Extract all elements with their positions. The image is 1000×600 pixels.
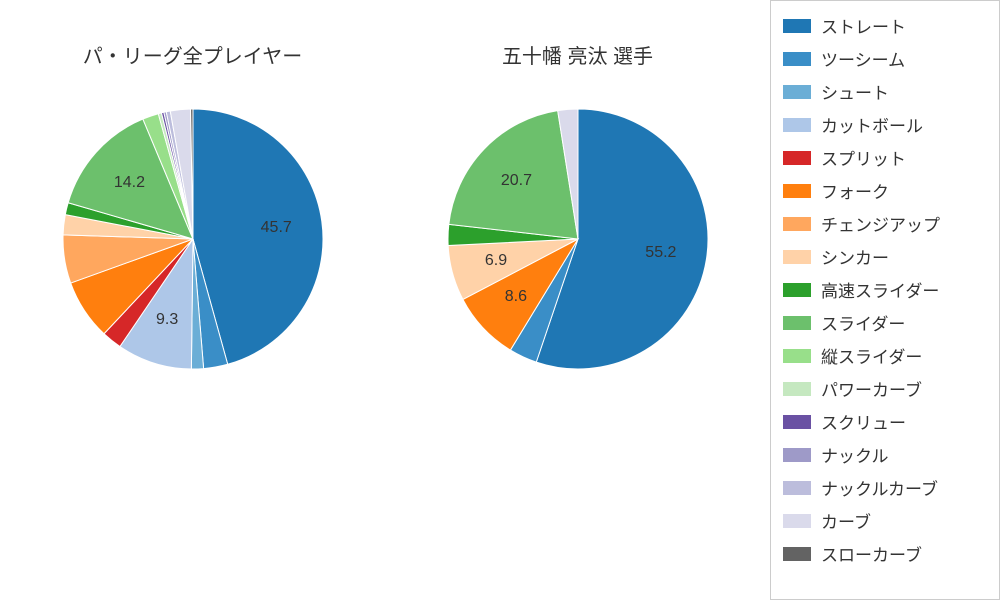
legend-swatch <box>783 217 811 231</box>
legend-label: 縦スライダー <box>821 343 922 368</box>
legend-label: ツーシーム <box>821 46 905 71</box>
legend-swatch <box>783 151 811 165</box>
legend-item: シュート <box>783 79 987 104</box>
slice-label: 55.2 <box>645 244 676 262</box>
legend-item: ストレート <box>783 13 987 38</box>
legend-label: ナックル <box>821 442 889 467</box>
legend-item: 縦スライダー <box>783 343 987 368</box>
slice-label: 20.7 <box>501 172 532 190</box>
legend-item: カットボール <box>783 112 987 137</box>
pie-wrap: 45.7 9.3 14.2 <box>53 99 333 379</box>
slice-label: 8.6 <box>505 288 527 306</box>
legend-swatch <box>783 85 811 99</box>
chart-container: パ・リーグ全プレイヤー 45.7 9.3 14.2 五十幡 亮汰 選手 55.2 8.6 6.… <box>0 0 1000 600</box>
legend-label: シュート <box>821 79 889 104</box>
legend-swatch <box>783 52 811 66</box>
legend-swatch <box>783 547 811 561</box>
legend-label: フォーク <box>821 178 889 203</box>
legend-label: ナックルカーブ <box>821 475 938 500</box>
legend-item: ナックルカーブ <box>783 475 987 500</box>
legend-swatch <box>783 250 811 264</box>
legend-item: チェンジアップ <box>783 211 987 236</box>
legend-item: ナックル <box>783 442 987 467</box>
legend-swatch <box>783 349 811 363</box>
legend-label: シンカー <box>821 244 889 269</box>
legend-label: スローカーブ <box>821 541 922 566</box>
legend-label: カーブ <box>821 508 871 533</box>
legend-label: スプリット <box>821 145 906 170</box>
legend-item: フォーク <box>783 178 987 203</box>
pie-svg <box>53 99 333 379</box>
legend-item: スローカーブ <box>783 541 987 566</box>
legend-item: スプリット <box>783 145 987 170</box>
pie-svg <box>438 99 718 379</box>
legend-swatch <box>783 283 811 297</box>
slice-label: 45.7 <box>261 219 292 237</box>
legend-swatch <box>783 382 811 396</box>
slice-label: 6.9 <box>485 252 507 270</box>
legend-label: パワーカーブ <box>821 376 922 401</box>
legend-label: スクリュー <box>821 409 906 434</box>
legend-swatch <box>783 514 811 528</box>
pie-wrap: 55.2 8.6 6.9 20.7 <box>438 99 718 379</box>
legend-swatch <box>783 316 811 330</box>
slice-label: 14.2 <box>114 174 145 192</box>
chart-title: パ・リーグ全プレイヤー <box>83 40 302 69</box>
legend-swatch <box>783 448 811 462</box>
pie-chart-block: 五十幡 亮汰 選手 55.2 8.6 6.9 20.7 <box>438 40 718 379</box>
legend-swatch <box>783 118 811 132</box>
legend-item: スクリュー <box>783 409 987 434</box>
slice-label: 9.3 <box>156 311 178 329</box>
legend-item: シンカー <box>783 244 987 269</box>
chart-title: 五十幡 亮汰 選手 <box>502 40 653 69</box>
legend-label: 高速スライダー <box>821 277 939 302</box>
legend-label: スライダー <box>821 310 905 335</box>
pie-chart-block: パ・リーグ全プレイヤー 45.7 9.3 14.2 <box>53 40 333 379</box>
pie-charts-area: パ・リーグ全プレイヤー 45.7 9.3 14.2 五十幡 亮汰 選手 55.2 8.6 6.… <box>0 0 770 600</box>
legend-item: スライダー <box>783 310 987 335</box>
legend-item: 高速スライダー <box>783 277 987 302</box>
legend-swatch <box>783 481 811 495</box>
legend-label: カットボール <box>821 112 923 137</box>
legend-swatch <box>783 19 811 33</box>
legend-label: チェンジアップ <box>821 211 940 236</box>
legend: ストレートツーシームシュートカットボールスプリットフォークチェンジアップシンカー… <box>770 0 1000 600</box>
legend-item: パワーカーブ <box>783 376 987 401</box>
legend-item: ツーシーム <box>783 46 987 71</box>
legend-swatch <box>783 415 811 429</box>
legend-swatch <box>783 184 811 198</box>
legend-label: ストレート <box>821 13 906 38</box>
legend-item: カーブ <box>783 508 987 533</box>
